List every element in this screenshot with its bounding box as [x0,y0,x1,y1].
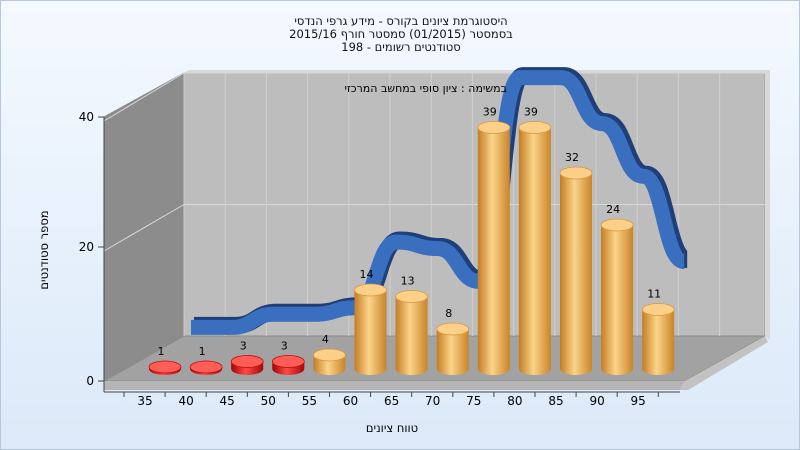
y-tick-label: 20 [79,240,94,254]
bar-failing [230,355,264,375]
data-label: 39 [483,106,497,119]
x-axis-ticks: 35 40 45 50 55 60 65 70 75 80 85 90 95 [123,392,659,408]
x-tick-label: 85 [548,394,563,408]
data-label: 8 [445,307,452,320]
bar-body [601,225,634,375]
bar-passing [436,322,470,375]
chart-subtitle-students: סטודנטים רשומים - 198 [341,40,461,54]
bar-body [436,329,469,375]
bar-failing [148,360,182,375]
x-tick-label: 95 [631,394,646,408]
bar-cap [436,322,470,336]
bar-passing [600,218,634,375]
bar-cap [271,355,305,368]
annotation-text: במשימה : ציון סופי במחשב המרכזי [345,82,508,95]
curve-ribbon [190,70,687,335]
floor-side [680,336,768,390]
data-label: 11 [647,288,661,301]
bar-cap [148,360,182,374]
bar-passing [518,121,552,375]
left-wall [103,72,185,382]
x-axis-title: טווח ציונים [366,421,418,435]
data-label: 4 [322,333,329,346]
x-tick-label: 45 [220,394,235,408]
bar-cap [559,166,593,180]
bar-cap [518,121,552,134]
y-axis-title: מספר סטודנטים [37,210,51,289]
bar-passing [354,283,387,375]
bar-failing [189,360,223,375]
data-label: 24 [606,203,620,216]
x-tick-label: 50 [261,394,276,408]
data-label: 32 [565,151,579,164]
x-tick-label: 90 [589,394,604,408]
distribution-curve [190,67,691,335]
bar-cap [189,360,223,374]
x-tick-label: 60 [343,394,358,408]
bar-passing [395,290,429,375]
data-label: 3 [240,340,247,353]
bar-body [395,296,428,375]
x-tick-label: 80 [507,394,522,408]
bar-body [354,290,387,375]
bar-failing [271,355,305,375]
bar-cap [641,303,675,316]
y-axis-ticks: 0 20 40 [79,110,104,388]
bar-passing [312,348,346,375]
bar-cap [312,348,346,362]
y-tick-label: 40 [79,110,94,124]
chart-subtitle-semester: בסמסטר (01/2015) סמסטר חורף 2015/16 [289,27,513,41]
bar-passing [477,121,511,375]
bar-body [642,309,675,375]
data-label: 3 [281,340,288,353]
data-label: 14 [360,268,374,281]
bar-cap [600,218,634,232]
data-label: 1 [158,345,165,358]
bar-cap [395,290,429,303]
x-tick-label: 35 [137,394,152,408]
gridlines [103,72,765,336]
bar-cap [477,121,511,134]
x-tick-label: 40 [178,394,193,408]
x-tick-label: 70 [425,394,440,408]
bar-passing [559,166,593,375]
bar-cap [230,355,264,368]
bar-body [477,127,510,375]
y-tick-label: 0 [86,374,94,388]
x-tick-label: 55 [302,394,317,408]
bar-body [560,173,592,375]
gridline-left [103,204,185,252]
x-tick-label: 65 [384,394,399,408]
chart-title: היסטוגרמת ציונים בקורס - מידע גרפי הנדסי [294,14,508,28]
data-label: 13 [401,275,415,288]
bar-cap [354,283,387,297]
data-label: 1 [199,345,206,358]
bars-group [148,121,675,375]
gridline-left [103,72,185,122]
x-tick-label: 75 [466,394,481,408]
floor-edge [104,381,685,390]
bar-body [518,127,551,375]
data-label: 39 [524,106,538,119]
bar-passing [641,303,675,375]
